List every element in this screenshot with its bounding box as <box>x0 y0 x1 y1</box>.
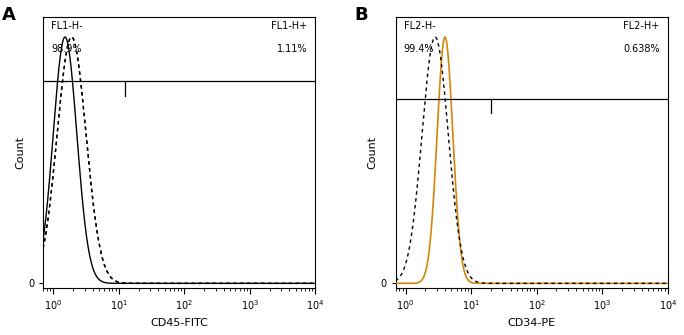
Text: FL2-H+: FL2-H+ <box>623 21 659 31</box>
Y-axis label: Count: Count <box>15 136 25 169</box>
Text: B: B <box>355 6 368 24</box>
X-axis label: CD45-FITC: CD45-FITC <box>150 318 208 328</box>
Text: 1.11%: 1.11% <box>277 44 307 54</box>
Text: FL1-H-: FL1-H- <box>51 21 83 31</box>
X-axis label: CD34-PE: CD34-PE <box>508 318 555 328</box>
Text: 0.638%: 0.638% <box>623 44 659 54</box>
Y-axis label: Count: Count <box>367 136 378 169</box>
Text: 99.4%: 99.4% <box>404 44 434 54</box>
Text: A: A <box>2 6 16 24</box>
Text: 98.9%: 98.9% <box>51 44 82 54</box>
Text: FL1-H+: FL1-H+ <box>271 21 307 31</box>
Text: FL2-H-: FL2-H- <box>404 21 436 31</box>
